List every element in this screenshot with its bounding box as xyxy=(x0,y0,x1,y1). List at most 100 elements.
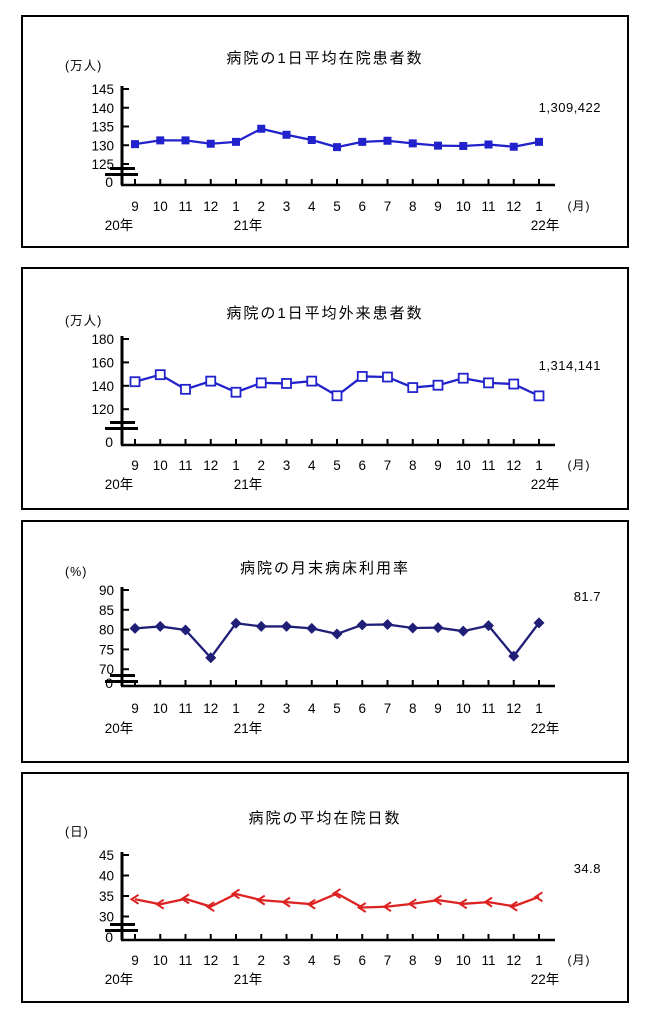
y-tick-label: 120 xyxy=(91,402,114,417)
data-point xyxy=(535,137,543,146)
data-point xyxy=(508,650,520,662)
data-point xyxy=(331,888,342,899)
y-axis-unit-label: (%) xyxy=(65,565,88,579)
month-label: 10 xyxy=(456,199,471,214)
month-label: 4 xyxy=(308,701,316,716)
month-label: 2 xyxy=(257,701,265,716)
year-label: 22年 xyxy=(531,218,560,233)
data-point xyxy=(508,378,520,390)
month-label: 9 xyxy=(131,953,139,968)
data-point xyxy=(383,136,392,145)
data-point xyxy=(180,383,191,395)
year-label: 22年 xyxy=(531,477,560,492)
chart-title: 病院の平均在院日数 xyxy=(248,810,402,827)
y-tick-label: 160 xyxy=(91,355,114,370)
y-tick-label: 135 xyxy=(91,120,114,135)
y-tick-label: 75 xyxy=(99,642,114,657)
axis-break xyxy=(110,674,135,677)
data-point xyxy=(230,386,242,398)
chart-title: 病院の1日平均在院患者数 xyxy=(226,50,424,67)
data-point xyxy=(255,377,267,389)
month-label: 9 xyxy=(434,458,442,473)
data-point xyxy=(533,390,545,402)
outpatients-chart-panel: 病院の1日平均外来患者数 (万人) 1,314,141 180 160 140 120… xyxy=(21,267,629,510)
month-label: 1 xyxy=(535,701,543,716)
data-point xyxy=(180,624,191,636)
data-point xyxy=(432,894,443,906)
month-label: 5 xyxy=(333,458,341,473)
y-tick-label: 85 xyxy=(99,603,114,618)
axis-break xyxy=(105,427,138,430)
data-point xyxy=(457,898,468,910)
y-tick-label: 145 xyxy=(91,82,114,97)
data-point xyxy=(508,900,518,912)
data-point xyxy=(483,377,494,389)
month-label: 3 xyxy=(283,199,291,214)
inpatients-chart-panel: 病院の1日平均在院患者数 (万人) 1,309,422 145 140 135 130… xyxy=(21,15,629,248)
month-label: 1 xyxy=(232,953,240,968)
axis-break xyxy=(110,421,135,424)
month-label: 9 xyxy=(131,199,139,214)
data-point xyxy=(154,898,165,910)
data-point xyxy=(307,136,316,144)
month-label: 8 xyxy=(409,199,417,214)
month-label: 5 xyxy=(333,953,341,968)
month-label: 8 xyxy=(409,458,417,473)
data-point xyxy=(356,902,367,913)
y-tick-label: 40 xyxy=(99,869,114,884)
year-label: 20年 xyxy=(105,972,134,987)
data-point xyxy=(358,137,367,146)
year-label: 21年 xyxy=(234,218,263,233)
month-label: 3 xyxy=(283,953,291,968)
month-label: 10 xyxy=(153,458,168,473)
y-tick-label: 35 xyxy=(99,889,114,904)
data-point xyxy=(306,375,318,387)
data-point xyxy=(483,620,494,632)
month-label: 5 xyxy=(333,701,341,716)
data-point xyxy=(306,898,316,910)
axis-break xyxy=(105,929,138,932)
data-point xyxy=(205,652,217,664)
month-label: 7 xyxy=(384,701,392,716)
month-unit-label: (月) xyxy=(568,953,591,967)
y-tick-label: 70 xyxy=(99,662,114,677)
data-point xyxy=(257,124,266,133)
data-point xyxy=(432,379,444,391)
month-label: 1 xyxy=(232,199,240,214)
month-label: 9 xyxy=(434,701,442,716)
data-point xyxy=(356,371,368,382)
data-point xyxy=(533,617,545,629)
month-label: 9 xyxy=(434,199,442,214)
month-label: 11 xyxy=(481,458,495,473)
month-label: 4 xyxy=(308,199,316,214)
data-point xyxy=(180,893,190,905)
zero-label: 0 xyxy=(105,675,113,691)
month-label: 6 xyxy=(358,701,366,716)
data-point xyxy=(457,372,469,384)
data-point xyxy=(230,888,241,900)
month-label: 12 xyxy=(506,701,521,716)
data-point xyxy=(205,901,215,913)
data-point xyxy=(129,622,141,634)
month-label: 1 xyxy=(232,458,240,473)
data-point xyxy=(407,382,419,393)
axis-break xyxy=(105,680,138,683)
data-point xyxy=(331,628,343,640)
latest-value-annotation: 1,309,422 xyxy=(538,100,601,115)
data-point xyxy=(457,625,469,637)
y-tick-label: 180 xyxy=(91,332,114,347)
month-label: 9 xyxy=(131,701,139,716)
month-label: 11 xyxy=(178,458,192,473)
year-label: 21年 xyxy=(234,477,263,492)
y-tick-label: 30 xyxy=(99,910,114,925)
chart-title: 病院の月末病床利用率 xyxy=(239,560,410,577)
month-label: 12 xyxy=(506,199,521,214)
data-point xyxy=(206,139,215,148)
month-label: 8 xyxy=(409,953,417,968)
month-label: 10 xyxy=(153,199,168,214)
month-label: 5 xyxy=(333,199,341,214)
month-label: 10 xyxy=(153,953,168,968)
